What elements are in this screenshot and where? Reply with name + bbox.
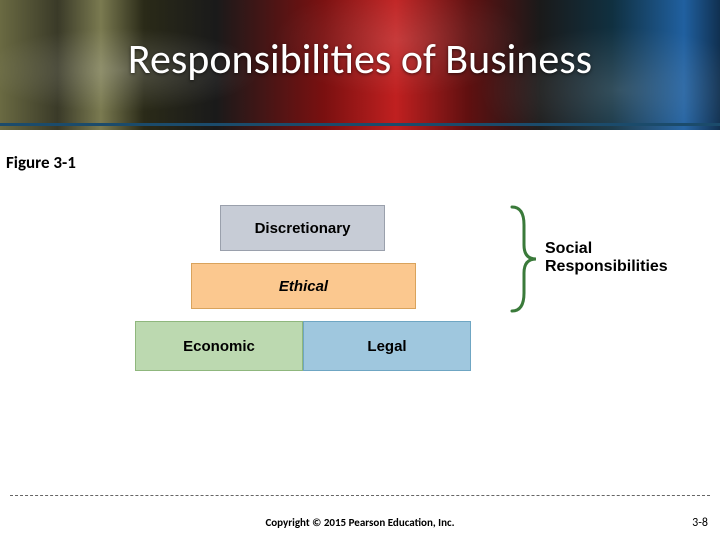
slide: Responsibilities of Business Figure 3-1 …: [0, 0, 720, 540]
bracket-label-line2: Responsibilities: [545, 258, 668, 275]
bracket-label-line1: Social: [545, 240, 592, 257]
block-ethical: Ethical: [191, 263, 416, 309]
block-discretionary: Discretionary: [220, 205, 385, 251]
bracket-label: Social Responsibilities: [545, 240, 705, 277]
block-economic: Economic: [135, 321, 303, 371]
slide-title: Responsibilities of Business: [0, 34, 720, 85]
block-legal-label: Legal: [367, 338, 406, 355]
footer-divider: [10, 495, 710, 496]
block-ethical-label: Ethical: [279, 278, 328, 295]
copyright-text: Copyright © 2015 Pearson Education, Inc.: [0, 516, 720, 529]
block-legal: Legal: [303, 321, 471, 371]
bracket-icon: [510, 205, 538, 313]
page-number: 3-8: [692, 516, 708, 530]
block-discretionary-label: Discretionary: [255, 220, 351, 237]
block-economic-label: Economic: [183, 338, 255, 355]
header-rule: [0, 123, 720, 126]
responsibilities-diagram: Discretionary Ethical Economic Legal Soc…: [105, 205, 615, 395]
figure-label: Figure 3-1: [6, 152, 76, 173]
